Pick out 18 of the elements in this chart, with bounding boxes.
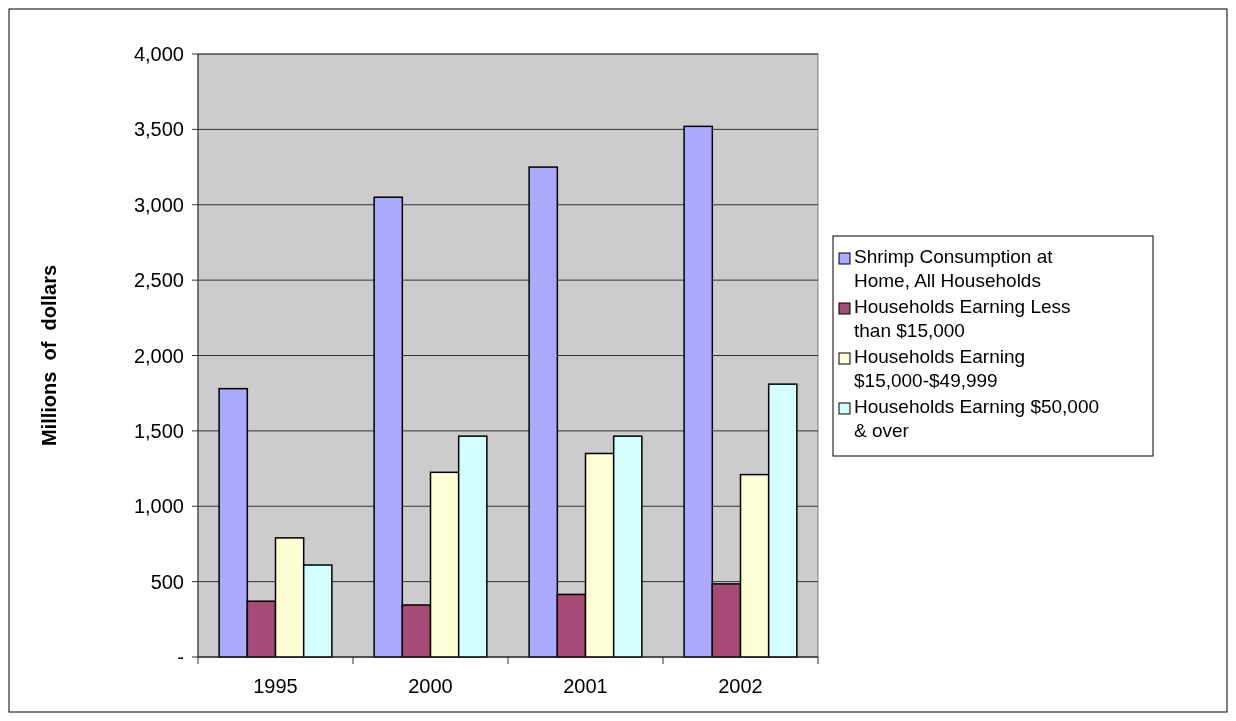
- y-tick-label: 4,000: [133, 43, 184, 65]
- y-tick-label: 2,000: [133, 344, 184, 367]
- x-tick-label: 1995: [253, 675, 298, 697]
- y-tick-label: 3,500: [133, 118, 184, 141]
- y-tick-label: 1,500: [133, 419, 184, 442]
- y-tick-label: 2,500: [133, 269, 184, 292]
- y-tick-label: -: [177, 646, 184, 668]
- y-axis-title: Millions of dollars: [38, 264, 60, 447]
- legend-label: Households Earning $50,000 & over: [854, 396, 1100, 441]
- y-tick-label: 3,000: [133, 193, 184, 216]
- y-tick-label: 500: [150, 570, 184, 593]
- x-tick-label: 2002: [718, 675, 763, 697]
- legend-label: Households Earning $15,000-$49,999: [854, 346, 1026, 391]
- y-tick-label: 1,000: [133, 495, 184, 518]
- x-tick-label: 2000: [408, 675, 453, 697]
- legend-label: Households Earning Less than $15,000: [854, 296, 1071, 341]
- legend-label: Shrimp Consumption at Home, All Households: [854, 246, 1054, 291]
- x-tick-label: 2001: [563, 675, 608, 697]
